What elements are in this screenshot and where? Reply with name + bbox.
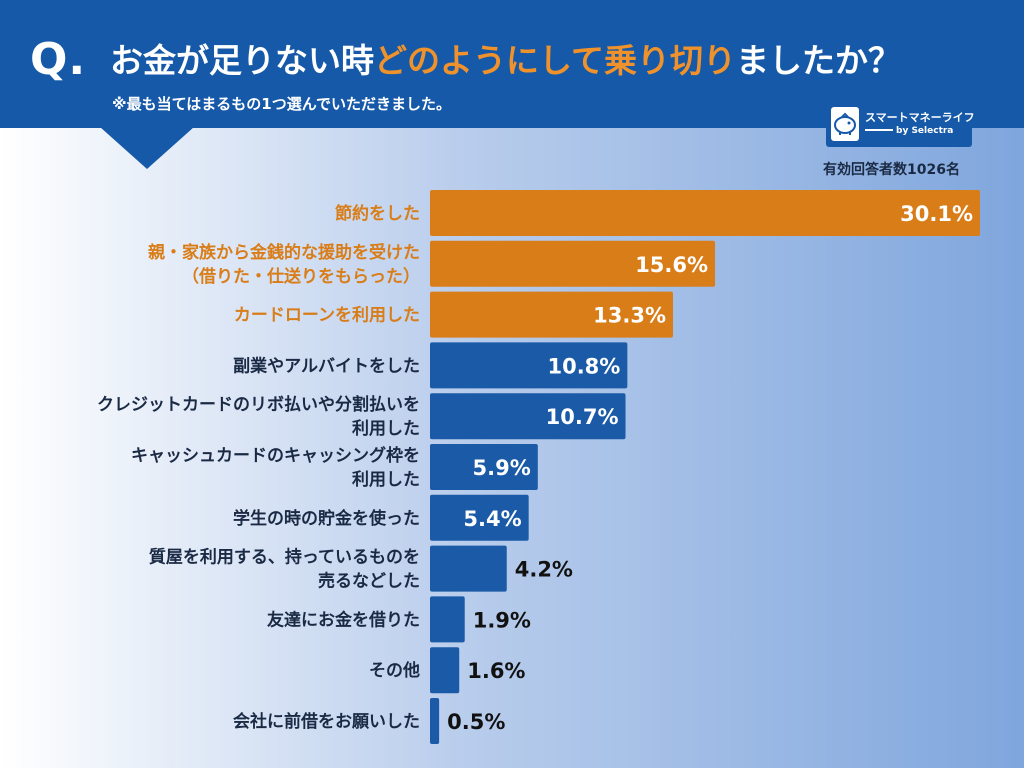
logo-partner: Selectra (911, 125, 954, 136)
bar-value-label: 15.6% (635, 253, 708, 277)
bar (430, 190, 980, 236)
question-mark: Q. (30, 34, 87, 85)
category-label: （借りた・仕送りをもらった） (182, 266, 420, 287)
logo-brand-name: スマートマネーライフ (865, 110, 975, 124)
bar (430, 596, 465, 643)
category-label: その他 (369, 660, 420, 681)
category-label: 学生の時の貯金を使った (233, 508, 420, 529)
bar-value-label: 30.1% (900, 202, 973, 226)
category-label: 会社に前借をお願いした (233, 711, 420, 732)
bar-value-label: 10.8% (547, 354, 620, 378)
bar (430, 698, 440, 744)
category-label: 節約をした (334, 203, 420, 224)
category-label: 売るなどした (318, 571, 420, 592)
bar (430, 545, 507, 592)
header-pointer (100, 127, 194, 169)
bar (430, 393, 626, 440)
title-part1: お金が足りない時 (110, 41, 374, 80)
bar (430, 647, 460, 694)
category-label: 利用した (352, 418, 420, 439)
title-highlight: どのようにして乗り切り (374, 41, 737, 80)
category-label: キャッシュカードのキャッシング枠を (131, 445, 420, 466)
bar-value-label: 4.2% (515, 558, 573, 582)
category-label: クレジットカードのリボ払いや分割払いを (97, 394, 420, 415)
piggy-bank-icon (831, 107, 859, 141)
category-label: 副業やアルバイトをした (233, 355, 420, 376)
bar (430, 240, 716, 287)
logo-by: by (896, 125, 909, 136)
category-label: 親・家族から金銭的な援助を受けた (148, 242, 420, 263)
bar (430, 494, 529, 541)
bar (430, 291, 674, 338)
respondent-count: 有効回答者数1026名 (823, 162, 960, 178)
category-label: 質屋を利用する、持っているものを (149, 547, 420, 568)
category-label: 利用した (352, 469, 420, 490)
category-label: 友達にお金を借りた (267, 609, 420, 630)
bar-value-label: 5.4% (463, 507, 521, 531)
chart-title: お金が足りない時どのようにして乗り切りましたか？ (110, 34, 901, 82)
title-part2: ましたか？ (736, 41, 902, 80)
bar-value-label: 1.9% (473, 608, 531, 632)
chart-subtitle: ※最も当てはまるもの1つ選んでいただきました。 (112, 95, 451, 113)
bar (430, 444, 538, 490)
bar-value-label: 5.9% (473, 456, 531, 480)
bar-value-label: 0.5% (447, 710, 505, 734)
brand-logo: スマートマネーライフ by Selectra (826, 101, 975, 147)
bar (430, 342, 628, 389)
bar-value-label: 10.7% (546, 405, 619, 429)
bar-value-label: 13.3% (593, 304, 666, 328)
header-banner: Q. お金が足りない時どのようにして乗り切りましたか？ ※最も当てはまるもの1つ… (0, 0, 1024, 128)
bar-value-label: 1.6% (467, 659, 525, 683)
category-label: カードローンを利用した (234, 305, 420, 326)
